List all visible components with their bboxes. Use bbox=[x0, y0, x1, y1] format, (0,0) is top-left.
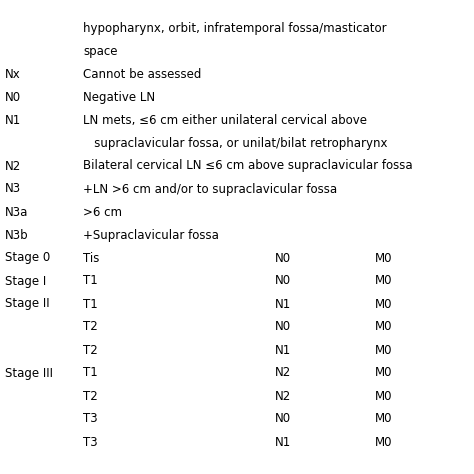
Text: >6 cm: >6 cm bbox=[83, 206, 122, 219]
Text: Negative LN: Negative LN bbox=[83, 91, 155, 103]
Text: T1: T1 bbox=[83, 298, 98, 310]
Text: N2: N2 bbox=[275, 390, 291, 402]
Text: Bilateral cervical LN ≤6 cm above supraclavicular fossa: Bilateral cervical LN ≤6 cm above suprac… bbox=[83, 159, 413, 173]
Text: N1: N1 bbox=[5, 113, 21, 127]
Text: Stage 0: Stage 0 bbox=[5, 252, 50, 264]
Text: T1: T1 bbox=[83, 274, 98, 288]
Text: N0: N0 bbox=[275, 320, 291, 334]
Text: M0: M0 bbox=[375, 320, 392, 334]
Text: M0: M0 bbox=[375, 298, 392, 310]
Text: N3b: N3b bbox=[5, 228, 28, 241]
Text: Stage I: Stage I bbox=[5, 274, 46, 288]
Text: N1: N1 bbox=[275, 298, 291, 310]
Text: Nx: Nx bbox=[5, 67, 21, 81]
Text: N0: N0 bbox=[275, 412, 291, 426]
Text: N3a: N3a bbox=[5, 206, 28, 219]
Text: LN mets, ≤6 cm either unilateral cervical above: LN mets, ≤6 cm either unilateral cervica… bbox=[83, 113, 367, 127]
Text: N2: N2 bbox=[275, 366, 291, 380]
Text: M0: M0 bbox=[375, 274, 392, 288]
Text: Stage II: Stage II bbox=[5, 298, 50, 310]
Text: M0: M0 bbox=[375, 412, 392, 426]
Text: N0: N0 bbox=[275, 252, 291, 264]
Text: T2: T2 bbox=[83, 344, 98, 356]
Text: T3: T3 bbox=[83, 412, 98, 426]
Text: T1: T1 bbox=[83, 366, 98, 380]
Text: Cannot be assessed: Cannot be assessed bbox=[83, 67, 201, 81]
Text: hypopharynx, orbit, infratemporal fossa/masticator: hypopharynx, orbit, infratemporal fossa/… bbox=[83, 21, 387, 35]
Text: N0: N0 bbox=[275, 274, 291, 288]
Text: M0: M0 bbox=[375, 252, 392, 264]
Text: M0: M0 bbox=[375, 366, 392, 380]
Text: N1: N1 bbox=[275, 436, 291, 448]
Text: Tis: Tis bbox=[83, 252, 100, 264]
Text: N0: N0 bbox=[5, 91, 21, 103]
Text: space: space bbox=[83, 45, 118, 57]
Text: M0: M0 bbox=[375, 390, 392, 402]
Text: +Supraclavicular fossa: +Supraclavicular fossa bbox=[83, 228, 219, 241]
Text: M0: M0 bbox=[375, 436, 392, 448]
Text: T3: T3 bbox=[83, 436, 98, 448]
Text: T2: T2 bbox=[83, 390, 98, 402]
Text: +LN >6 cm and/or to supraclavicular fossa: +LN >6 cm and/or to supraclavicular foss… bbox=[83, 182, 337, 195]
Text: N3: N3 bbox=[5, 182, 21, 195]
Text: Stage III: Stage III bbox=[5, 366, 53, 380]
Text: T2: T2 bbox=[83, 320, 98, 334]
Text: N2: N2 bbox=[5, 159, 21, 173]
Text: N1: N1 bbox=[275, 344, 291, 356]
Text: supraclavicular fossa, or unilat/bilat retropharynx: supraclavicular fossa, or unilat/bilat r… bbox=[83, 137, 388, 149]
Text: M0: M0 bbox=[375, 344, 392, 356]
